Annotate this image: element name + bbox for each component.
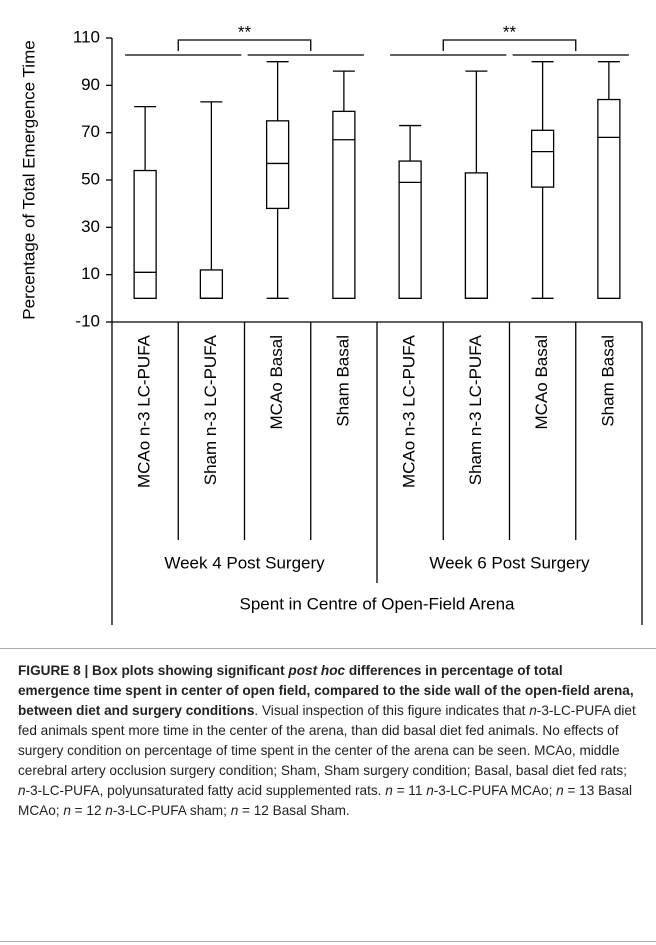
x-tick-label: MCAo n-3 LC-PUFA: [400, 334, 419, 488]
caption-text: n: [385, 783, 393, 798]
y-tick-label: 30: [81, 217, 100, 236]
caption-text: . Visual inspection of this figure indic…: [254, 703, 530, 718]
caption-text: n: [18, 783, 26, 798]
box: [332, 110, 356, 299]
caption-text: n: [556, 783, 564, 798]
x-tick-label: MCAo Basal: [267, 335, 286, 429]
y-tick-label: 50: [81, 169, 100, 188]
caption-text: FIGURE 8 | Box plots showing significant: [18, 663, 289, 678]
caption-text: differences in percentage of total emerg…: [18, 663, 634, 718]
chart: Percentage of Total Emergence Time -10 10…: [19, 22, 643, 625]
group-label: Week 6 Post Surgery: [429, 553, 590, 572]
box: [530, 129, 555, 188]
caption-text: post hoc: [288, 663, 346, 678]
box: [464, 172, 489, 299]
x-tick-label: Sham Basal: [598, 335, 617, 427]
x-tick-label: MCAo n-3 LC-PUFA: [135, 334, 154, 488]
caption-text: -3-LC-PUFA, polyunsaturated fatty acid s…: [25, 783, 386, 798]
x-tick-label: Sham n-3 LC-PUFA: [201, 334, 220, 485]
box: [199, 269, 224, 299]
box: [398, 160, 422, 299]
y-axis-label: Percentage of Total Emergence Time: [19, 40, 38, 319]
x-tick-label: MCAo Basal: [532, 335, 551, 429]
significance-label: **: [238, 22, 252, 41]
caption-text: n: [105, 803, 113, 818]
caption-text: n: [63, 803, 71, 818]
y-tick-label: 10: [81, 264, 100, 283]
group-title: Spent in Centre of Open-Field Arena: [240, 594, 516, 613]
group-label: Week 4 Post Surgery: [164, 553, 325, 572]
bracket: [442, 39, 577, 51]
significance-label: **: [503, 22, 517, 41]
x-tick-label: Sham n-3 LC-PUFA: [466, 334, 485, 485]
caption-text: -3-LC-PUFA MCAo;: [433, 783, 557, 798]
caption-text: = 12: [70, 803, 106, 818]
y-tick-label: 90: [81, 75, 100, 94]
box: [265, 120, 290, 210]
caption-text: -3-LC-PUFA diet fed animals spent more t…: [18, 703, 636, 778]
caption: FIGURE 8 | Box plots showing significant…: [0, 648, 656, 942]
box: [133, 169, 157, 299]
bracket: [177, 39, 312, 51]
caption-text: n: [529, 703, 537, 718]
y-tick-label: 110: [73, 27, 100, 46]
caption-text: n: [426, 783, 434, 798]
caption-text: n: [230, 803, 239, 818]
caption-text: = 11: [392, 783, 427, 798]
x-tick-label: Sham Basal: [333, 335, 352, 427]
y-tick-label: -10: [75, 311, 100, 330]
caption-text: = 13 Basal MCAo;: [18, 783, 633, 818]
caption-text: -3-LC-PUFA sham;: [112, 803, 231, 818]
y-tick-label: 70: [81, 122, 100, 141]
box: [597, 98, 621, 299]
caption-text: = 12 Basal Sham.: [238, 803, 350, 818]
